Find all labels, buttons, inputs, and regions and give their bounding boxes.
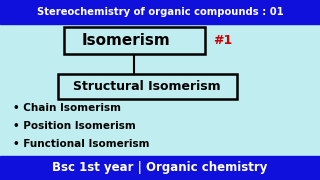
Text: • Chain Isomerism: • Chain Isomerism <box>13 103 121 113</box>
Text: • Position Isomerism: • Position Isomerism <box>13 121 136 131</box>
Text: #1: #1 <box>213 34 232 47</box>
FancyBboxPatch shape <box>58 74 237 99</box>
Text: • Functional Isomerism: • Functional Isomerism <box>13 139 149 149</box>
Text: Stereochemistry of organic compounds : 01: Stereochemistry of organic compounds : 0… <box>36 7 284 17</box>
Text: Isomerism: Isomerism <box>82 33 171 48</box>
Bar <box>0 0 320 24</box>
Text: Bsc 1st year | Organic chemistry: Bsc 1st year | Organic chemistry <box>52 161 268 174</box>
FancyBboxPatch shape <box>64 26 205 54</box>
Text: Structural Isomerism: Structural Isomerism <box>73 80 221 93</box>
Bar <box>0 156 320 180</box>
